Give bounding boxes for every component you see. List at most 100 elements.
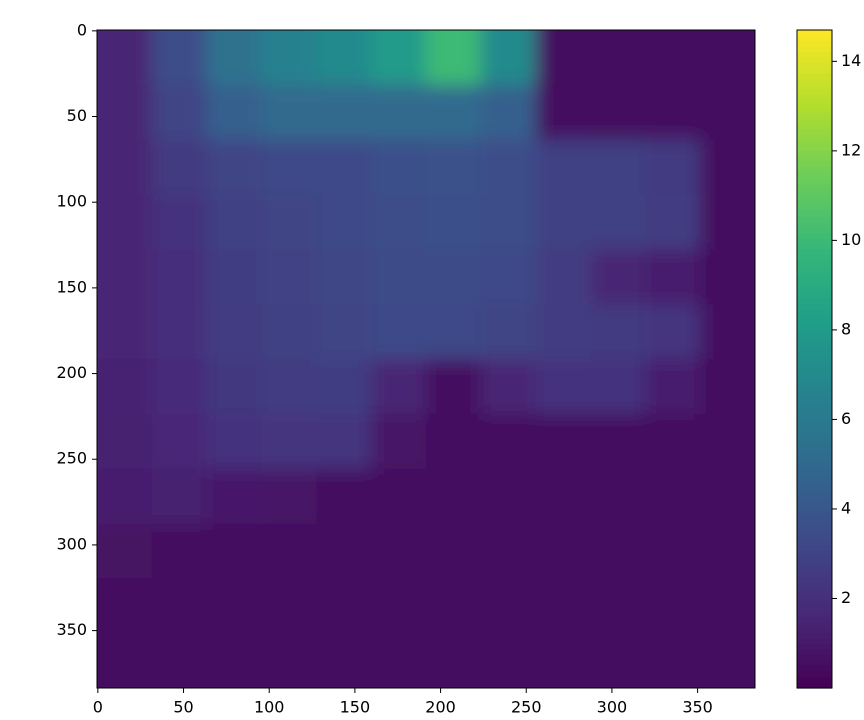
colorbar-segment <box>797 524 832 530</box>
heatmap-cell <box>152 85 207 140</box>
colorbar-segment <box>797 545 832 551</box>
colorbar-segment <box>797 611 832 617</box>
colorbar-segment <box>797 513 832 519</box>
colorbar-segment <box>797 589 832 595</box>
colorbar-segment <box>797 518 832 524</box>
heatmap-cell <box>316 469 371 524</box>
colorbar-segment <box>797 321 832 327</box>
heatmap-cell <box>426 414 481 469</box>
heatmap-cell <box>536 140 591 195</box>
colorbar-segment <box>797 403 832 409</box>
heatmap-cell <box>536 10 591 85</box>
colorbar-segment <box>797 469 832 475</box>
heatmap-cell <box>481 359 536 414</box>
chart: 2468101214 05010015020025030035005010015… <box>0 0 864 720</box>
heatmap-cell <box>316 524 371 579</box>
heatmap-cell <box>77 249 152 304</box>
heatmap-cell <box>316 195 371 250</box>
heatmap-cell <box>591 195 646 250</box>
colorbar-segment <box>797 271 832 277</box>
heatmap-cell <box>262 304 317 359</box>
colorbar-segment <box>797 436 832 442</box>
heatmap <box>77 10 776 709</box>
heatmap-cell <box>481 578 536 633</box>
colorbar-segment <box>797 222 832 228</box>
colorbar-segment <box>797 123 832 129</box>
colorbar-segment <box>797 419 832 425</box>
heatmap-cell <box>77 578 152 633</box>
heatmap-cell <box>645 140 700 195</box>
heatmap-cell <box>371 524 426 579</box>
colorbar-segment <box>797 408 832 414</box>
colorbar-segment <box>797 606 832 612</box>
heatmap-cell <box>645 10 700 85</box>
colorbar-segment <box>797 502 832 508</box>
colorbar-segment <box>797 661 832 667</box>
heatmap-cell <box>77 359 152 414</box>
heatmap-cell <box>645 195 700 250</box>
heatmap-cell <box>426 140 481 195</box>
colorbar-segment <box>797 238 832 244</box>
heatmap-cell <box>536 85 591 140</box>
heatmap-cell <box>152 359 207 414</box>
heatmap-cell <box>426 85 481 140</box>
heatmap-cell <box>152 414 207 469</box>
heatmap-cell <box>262 524 317 579</box>
colorbar-segment <box>797 277 832 283</box>
colorbar-segment <box>797 63 832 69</box>
heatmap-cell <box>645 359 700 414</box>
heatmap-cell <box>536 469 591 524</box>
heatmap-cell <box>152 195 207 250</box>
heatmap-cell <box>371 359 426 414</box>
heatmap-cell <box>591 359 646 414</box>
colorbar-segment <box>797 233 832 239</box>
colorbar-segment <box>797 249 832 255</box>
heatmap-cell <box>645 304 700 359</box>
heatmap-cell <box>426 10 481 85</box>
heatmap-cell <box>371 85 426 140</box>
colorbar-segment <box>797 79 832 85</box>
colorbar-segment <box>797 551 832 557</box>
heatmap-cell <box>77 140 152 195</box>
colorbar-segment <box>797 85 832 91</box>
heatmap-cell <box>536 304 591 359</box>
colorbar-tick-label: 4 <box>841 498 851 517</box>
colorbar-segment <box>797 310 832 316</box>
heatmap-cell <box>426 304 481 359</box>
heatmap-cell <box>536 249 591 304</box>
colorbar-segment <box>797 260 832 266</box>
colorbar-segment <box>797 392 832 398</box>
colorbar-segment <box>797 381 832 387</box>
heatmap-cell <box>700 195 775 250</box>
colorbar-segment <box>797 118 832 124</box>
colorbar-segment <box>797 595 832 601</box>
heatmap-cell <box>645 469 700 524</box>
colorbar-segment <box>797 162 832 168</box>
heatmap-cell <box>591 578 646 633</box>
colorbar-segment <box>797 343 832 349</box>
heatmap-cell <box>207 524 262 579</box>
heatmap-cell <box>645 578 700 633</box>
heatmap-cell <box>700 140 775 195</box>
heatmap-cell <box>262 414 317 469</box>
heatmap-cell <box>700 578 775 633</box>
heatmap-cell <box>536 414 591 469</box>
colorbar-segment <box>797 57 832 63</box>
colorbar-segment <box>797 211 832 217</box>
colorbar-segment <box>797 140 832 146</box>
heatmap-cell <box>316 140 371 195</box>
heatmap-cell <box>207 249 262 304</box>
heatmap-cell <box>316 10 371 85</box>
colorbar-segment <box>797 672 832 678</box>
heatmap-cell <box>152 578 207 633</box>
colorbar-segment <box>797 96 832 102</box>
colorbar-segment <box>797 496 832 502</box>
colorbar-segment <box>797 107 832 113</box>
y-tick-label: 100 <box>56 192 87 211</box>
colorbar-segment <box>797 348 832 354</box>
heatmap-cell <box>426 195 481 250</box>
heatmap-cell <box>700 524 775 579</box>
colorbar-segment <box>797 167 832 173</box>
heatmap-cell <box>262 140 317 195</box>
heatmap-cell <box>591 304 646 359</box>
